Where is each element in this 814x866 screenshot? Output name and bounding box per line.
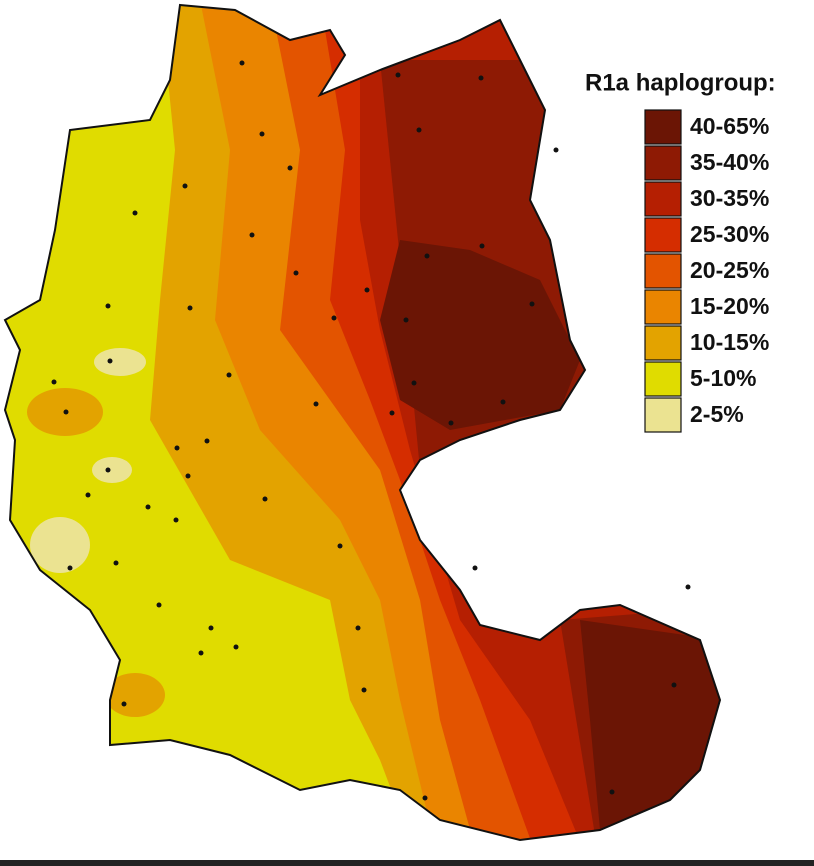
bottom-bar [0, 860, 814, 866]
legend-swatch [644, 181, 682, 217]
legend-label: 15-20% [690, 293, 769, 319]
legend-swatch [644, 289, 682, 325]
legend-swatch [644, 217, 682, 253]
legend-swatch [644, 397, 682, 433]
zone [94, 348, 146, 376]
legend-label: 25-30% [690, 221, 769, 247]
legend-swatch [644, 109, 682, 145]
zone [105, 673, 165, 717]
legend-label: 10-15% [690, 329, 769, 355]
legend-label: 40-65% [690, 113, 769, 139]
zone [92, 457, 132, 483]
legend-swatch [644, 325, 682, 361]
legend-label: 35-40% [690, 149, 769, 175]
legend-label: 5-10% [690, 365, 756, 391]
zone [380, 240, 720, 830]
legend: 40-65% 35-40% 30-35% 25-30% 20-25% 15-20% 10-1… [644, 109, 769, 433]
legend-label: 2-5% [690, 401, 744, 427]
sample-points [51, 60, 691, 801]
legend-label: 20-25% [690, 257, 769, 283]
legend-label: 30-35% [690, 185, 769, 211]
legend-title: R1a haplogroup: [585, 69, 776, 96]
zone [30, 517, 90, 573]
legend-swatch [644, 145, 682, 181]
legend-swatch [644, 361, 682, 397]
legend-swatch [644, 253, 682, 289]
